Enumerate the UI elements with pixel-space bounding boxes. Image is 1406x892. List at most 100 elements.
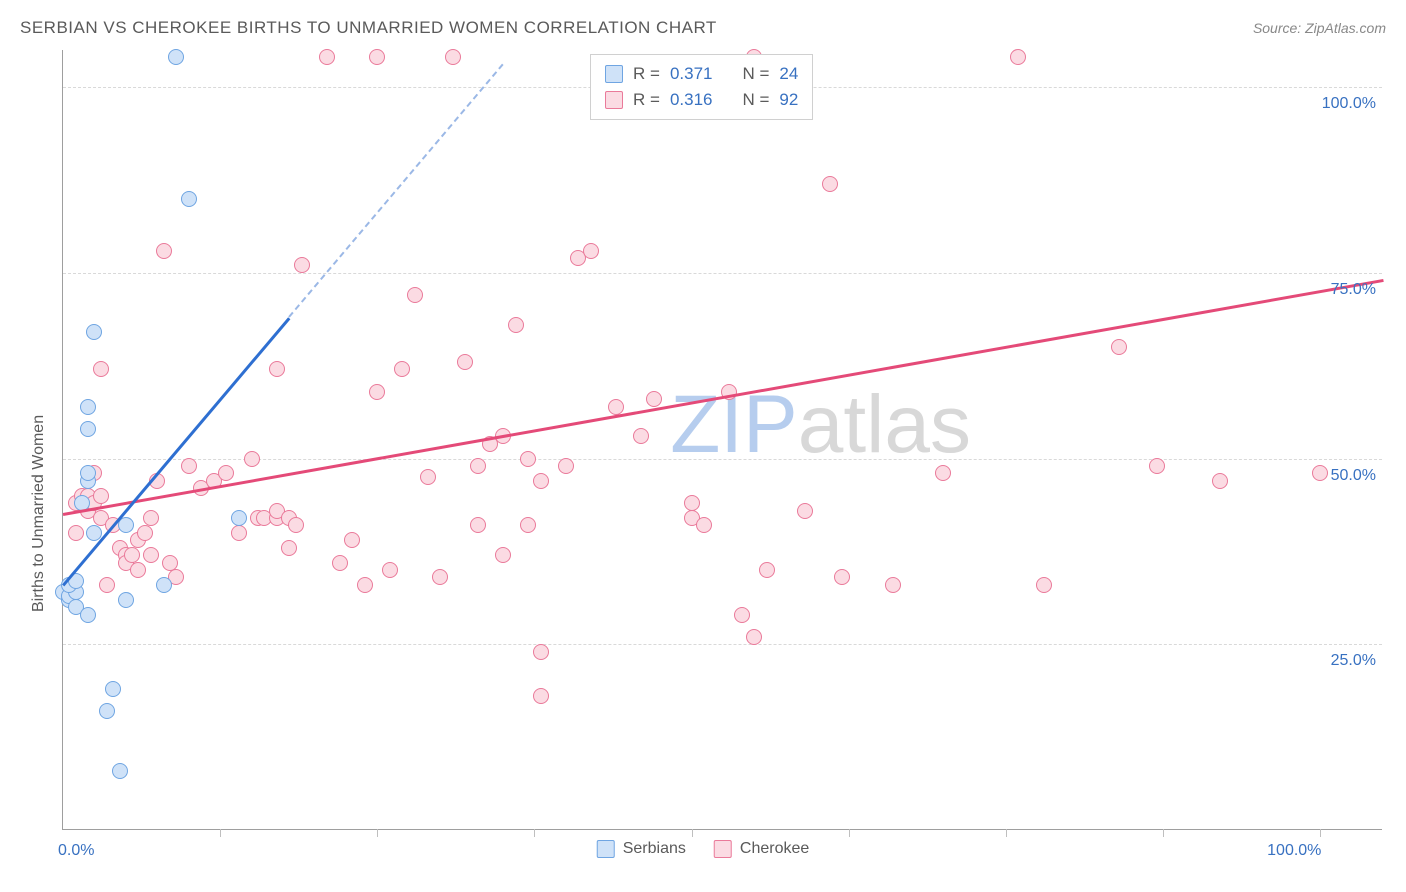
data-point [420, 469, 436, 485]
data-point [1111, 339, 1127, 355]
data-point [80, 607, 96, 623]
data-point [162, 555, 178, 571]
data-point [357, 577, 373, 593]
data-point [520, 517, 536, 533]
data-point [533, 688, 549, 704]
data-point [394, 361, 410, 377]
legend-swatch [605, 91, 623, 109]
data-point [633, 428, 649, 444]
x-tick [1320, 829, 1321, 837]
data-point [112, 763, 128, 779]
data-point [1312, 465, 1328, 481]
data-point [432, 569, 448, 585]
gridline [63, 644, 1382, 645]
x-tick [377, 829, 378, 837]
data-point [118, 592, 134, 608]
data-point [1212, 473, 1228, 489]
data-point [281, 540, 297, 556]
data-point [407, 287, 423, 303]
x-tick [1163, 829, 1164, 837]
data-point [520, 451, 536, 467]
y-axis-label: 100.0% [1322, 95, 1376, 113]
y-axis-label: 25.0% [1331, 652, 1376, 670]
data-point [583, 243, 599, 259]
legend: Serbians Cherokee [597, 840, 810, 858]
data-point [99, 577, 115, 593]
x-tick [1006, 829, 1007, 837]
data-point [80, 399, 96, 415]
data-point [533, 473, 549, 489]
data-point [137, 525, 153, 541]
data-point [105, 681, 121, 697]
data-point [143, 547, 159, 563]
data-point [495, 547, 511, 563]
data-point [646, 391, 662, 407]
legend-label: Serbians [623, 840, 686, 858]
data-point [608, 399, 624, 415]
stats-row-cherokee: R =0.316N =92 [605, 87, 798, 113]
data-point [93, 488, 109, 504]
legend-label: Cherokee [740, 840, 809, 858]
data-point [124, 547, 140, 563]
data-point [696, 517, 712, 533]
data-point [68, 525, 84, 541]
x-axis-label: 100.0% [1267, 842, 1321, 860]
data-point [344, 532, 360, 548]
x-axis-label: 0.0% [58, 842, 94, 860]
watermark: ZIPatlas [670, 378, 971, 472]
data-point [181, 458, 197, 474]
n-value: 92 [779, 87, 798, 113]
data-point [269, 361, 285, 377]
data-point [834, 569, 850, 585]
data-point [1149, 458, 1165, 474]
data-point [684, 495, 700, 511]
data-point [935, 465, 951, 481]
r-value: 0.316 [670, 87, 713, 113]
data-point [508, 317, 524, 333]
legend-item-serbians: Serbians [597, 840, 686, 858]
data-point [533, 644, 549, 660]
y-axis-title: Births to Unmarried Women [30, 414, 48, 611]
data-point [93, 361, 109, 377]
data-point [294, 257, 310, 273]
data-point [143, 510, 159, 526]
data-point [288, 517, 304, 533]
data-point [181, 191, 197, 207]
data-point [470, 458, 486, 474]
data-point [231, 525, 247, 541]
data-point [244, 451, 260, 467]
correlation-stats-box: R =0.371N =24R =0.316N =92 [590, 54, 813, 120]
stats-row-serbians: R =0.371N =24 [605, 61, 798, 87]
x-tick [220, 829, 221, 837]
title-bar: SERBIAN VS CHEROKEE BIRTHS TO UNMARRIED … [20, 18, 1386, 38]
data-point [332, 555, 348, 571]
data-point [86, 324, 102, 340]
scatter-plot-area: ZIPatlas [62, 50, 1382, 830]
data-point [80, 421, 96, 437]
gridline [63, 459, 1382, 460]
data-point [369, 49, 385, 65]
data-point [470, 517, 486, 533]
x-tick [692, 829, 693, 837]
data-point [99, 703, 115, 719]
data-point [218, 465, 234, 481]
data-point [457, 354, 473, 370]
n-value: 24 [779, 61, 798, 87]
data-point [168, 49, 184, 65]
y-axis-label: 50.0% [1331, 467, 1376, 485]
legend-swatch [597, 840, 615, 858]
gridline [63, 273, 1382, 274]
data-point [1036, 577, 1052, 593]
legend-item-cherokee: Cherokee [714, 840, 809, 858]
data-point [1010, 49, 1026, 65]
trend-line [289, 64, 504, 318]
data-point [759, 562, 775, 578]
data-point [797, 503, 813, 519]
data-point [558, 458, 574, 474]
legend-swatch [714, 840, 732, 858]
data-point [156, 577, 172, 593]
x-tick [534, 829, 535, 837]
data-point [231, 510, 247, 526]
data-point [156, 243, 172, 259]
chart-title: SERBIAN VS CHEROKEE BIRTHS TO UNMARRIED … [20, 18, 717, 38]
